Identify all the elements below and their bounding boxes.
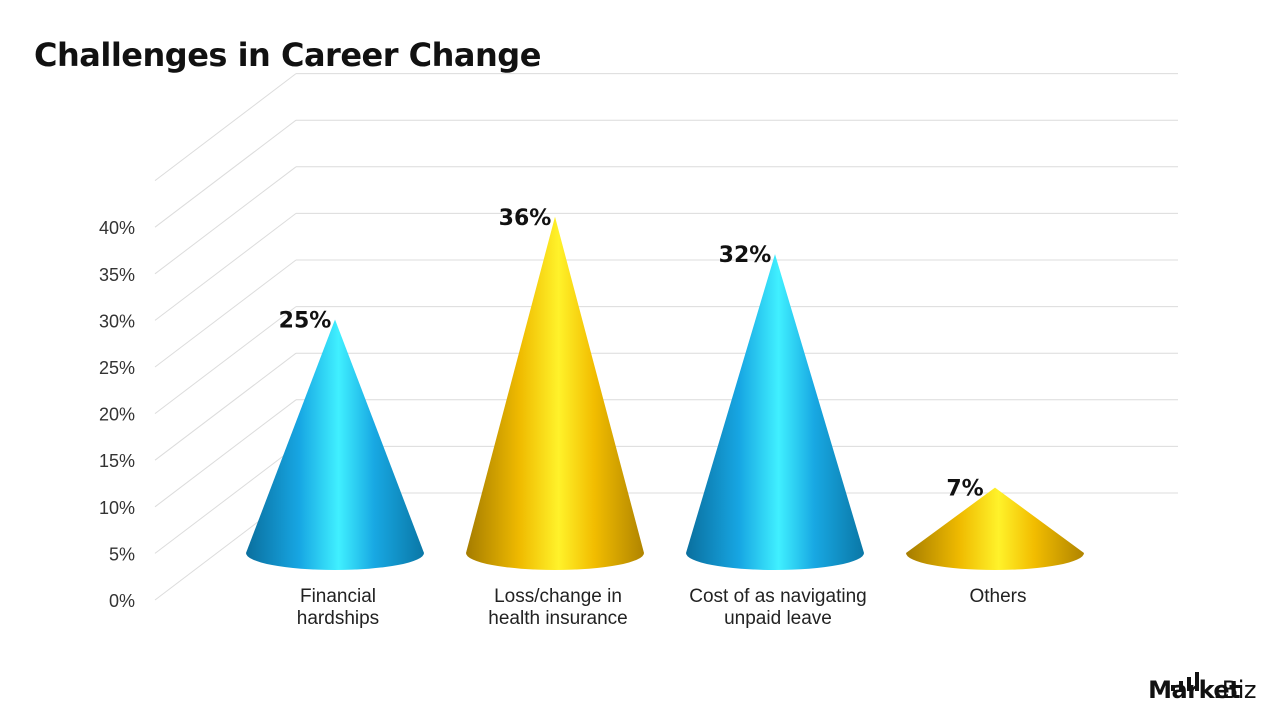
- y-tick-label: 5%: [109, 544, 135, 564]
- gridline-diagonal: [154, 352, 297, 461]
- y-axis: 0% 5% 10% 15% 20% 25% 30% 35% 40%: [99, 218, 135, 611]
- data-label: 25%: [279, 309, 332, 334]
- cone-bar: [686, 254, 864, 570]
- category-label: Loss/change in: [494, 586, 622, 607]
- y-tick-label: 35%: [99, 265, 135, 285]
- y-tick-label: 25%: [99, 358, 135, 378]
- y-tick-label: 30%: [99, 311, 135, 331]
- brand-name-part2: Biz: [1221, 676, 1257, 704]
- y-tick-label: 40%: [99, 218, 135, 238]
- bar-chart-logo-mark: [1171, 672, 1199, 691]
- brand-name-part1: Market: [1148, 676, 1241, 704]
- gridline-diagonal: [154, 259, 297, 368]
- y-tick-label: 15%: [99, 451, 135, 471]
- y-tick-label: 0%: [109, 591, 135, 611]
- data-label: 32%: [719, 243, 772, 268]
- data-label: 36%: [499, 206, 552, 231]
- chart-title: Challenges in Career Change: [34, 36, 541, 74]
- gridline-diagonal: [154, 73, 297, 181]
- gridline-diagonal: [154, 119, 297, 228]
- gridline-diagonal: [154, 166, 297, 275]
- gridline-diagonal: [154, 399, 297, 508]
- cones: [246, 216, 1084, 570]
- brand-dot: .: [1213, 676, 1222, 704]
- category-label: health insurance: [488, 608, 627, 629]
- gridlines: [154, 73, 1178, 601]
- y-tick-label: 10%: [99, 498, 135, 518]
- brand-logo: Market . Biz: [1148, 676, 1256, 704]
- gridline-diagonal: [154, 446, 297, 554]
- category-label: unpaid leave: [724, 608, 832, 629]
- category-label: Others: [969, 586, 1026, 607]
- category-label: hardships: [297, 608, 379, 629]
- cone-bar: [466, 216, 644, 570]
- category-label: Cost of as navigating: [689, 586, 866, 607]
- gridline-diagonal: [154, 213, 297, 321]
- cone-bar: [906, 487, 1084, 570]
- data-label: 7%: [946, 477, 983, 502]
- y-tick-label: 20%: [99, 405, 135, 425]
- category-label: Financial: [300, 586, 376, 607]
- gridline-diagonal: [154, 306, 297, 414]
- cone-bar: [246, 319, 424, 570]
